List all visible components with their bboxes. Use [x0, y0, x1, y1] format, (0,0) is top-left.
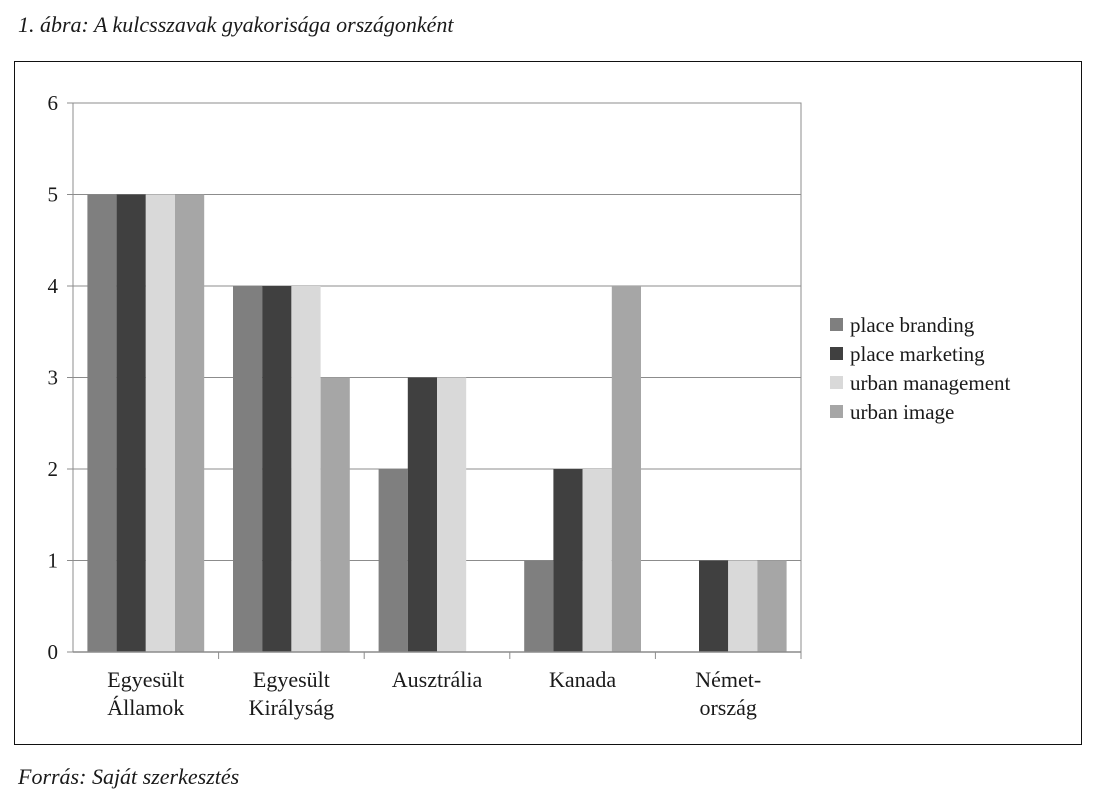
x-category-label: Kanada [549, 667, 616, 692]
y-tick-label: 2 [48, 457, 59, 481]
y-tick-label: 6 [48, 91, 59, 115]
bar-place-marketing [407, 377, 437, 652]
x-category-label: Német- [695, 667, 761, 692]
x-category-labels: Egyesült Államok Egyesült Királyság Ausztrál… [107, 667, 761, 720]
bar-urban-image [320, 377, 350, 652]
x-category-label: Királyság [249, 695, 335, 720]
chart-frame [14, 61, 1082, 745]
y-tick-label: 4 [48, 274, 59, 298]
bar-place-branding [524, 560, 554, 652]
legend-label: urban management [850, 371, 1011, 395]
legend-swatch [830, 405, 843, 418]
bar-place-marketing [262, 286, 292, 652]
bar-place-branding [378, 469, 408, 652]
legend-label: place branding [850, 313, 975, 337]
legend-swatch [830, 318, 843, 331]
bar-urban-image [175, 194, 205, 652]
legend: place branding place marketing urban manag… [830, 313, 1011, 424]
x-category-label: Egyesült [107, 667, 184, 692]
y-tick-label: 1 [48, 549, 59, 573]
bar-urban-management [145, 194, 175, 652]
y-tick-label: 0 [48, 640, 59, 664]
bar-place-marketing [553, 469, 583, 652]
bar-place-marketing [116, 194, 146, 652]
legend-swatch [830, 347, 843, 360]
x-category-label: Egyesült [253, 667, 330, 692]
bar-urban-management [582, 469, 612, 652]
y-tick-label: 5 [48, 183, 59, 207]
y-tick-label: 3 [48, 366, 59, 390]
x-category-label: Államok [107, 695, 184, 720]
bar-urban-management [291, 286, 321, 652]
bar-place-marketing [699, 560, 729, 652]
bar-urban-image [611, 286, 641, 652]
legend-label: place marketing [850, 342, 985, 366]
y-tick-labels: 0 1 2 3 4 5 6 [48, 91, 59, 664]
axes [67, 102, 802, 659]
bar-place-branding [87, 194, 117, 652]
legend-swatch [830, 376, 843, 389]
bar-urban-management [437, 377, 467, 652]
legend-label: urban image [850, 400, 954, 424]
figure-source: Forrás: Saját szerkesztés [18, 764, 240, 789]
x-category-label: Ausztrália [392, 667, 483, 692]
bar-urban-management [728, 560, 758, 652]
bars [87, 194, 787, 652]
bar-urban-image [757, 560, 787, 652]
x-category-label: ország [699, 695, 756, 720]
bar-place-branding [233, 286, 263, 652]
figure-title: 1. ábra: A kulcsszavak gyakorisága orszá… [18, 12, 454, 37]
